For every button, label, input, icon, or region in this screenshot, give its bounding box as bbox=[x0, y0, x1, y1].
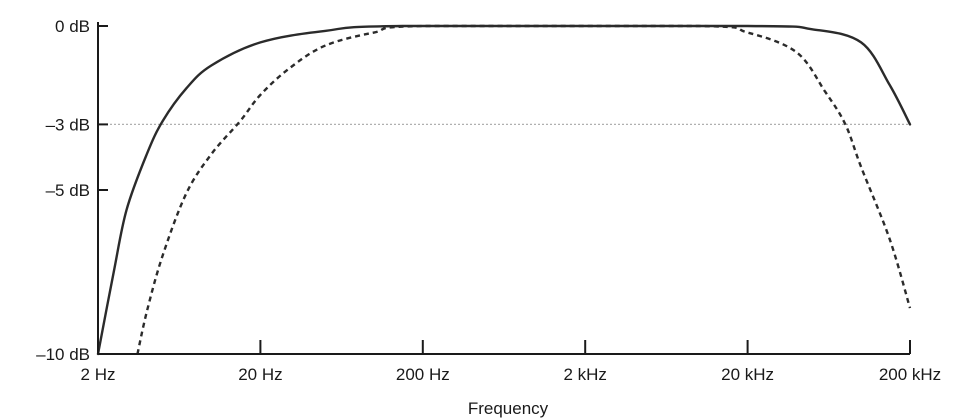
y-tick-label: –3 dB bbox=[46, 115, 90, 134]
y-tick-label: –10 dB bbox=[36, 345, 90, 364]
y-tick-label: 0 dB bbox=[55, 17, 90, 36]
x-tick-label: 2 Hz bbox=[81, 365, 116, 384]
x-axis-title: Frequency bbox=[468, 399, 549, 418]
x-tick-label: 200 Hz bbox=[396, 365, 450, 384]
x-tick-label: 200 kHz bbox=[879, 365, 941, 384]
series-layer bbox=[96, 24, 912, 356]
series-solid-curve bbox=[96, 24, 912, 356]
axes-layer bbox=[97, 22, 910, 355]
series-dashed-curve bbox=[136, 24, 912, 355]
y-tick-label: –5 dB bbox=[46, 181, 90, 200]
x-tick-label: 20 Hz bbox=[238, 365, 282, 384]
x-tick-label: 2 kHz bbox=[563, 365, 606, 384]
x-tick-label: 20 kHz bbox=[721, 365, 774, 384]
ticks-layer: 0 dB –3 dB –5 dB –10 dB2 Hz 20 Hz 200 Hz 2 kHz… bbox=[36, 17, 941, 384]
